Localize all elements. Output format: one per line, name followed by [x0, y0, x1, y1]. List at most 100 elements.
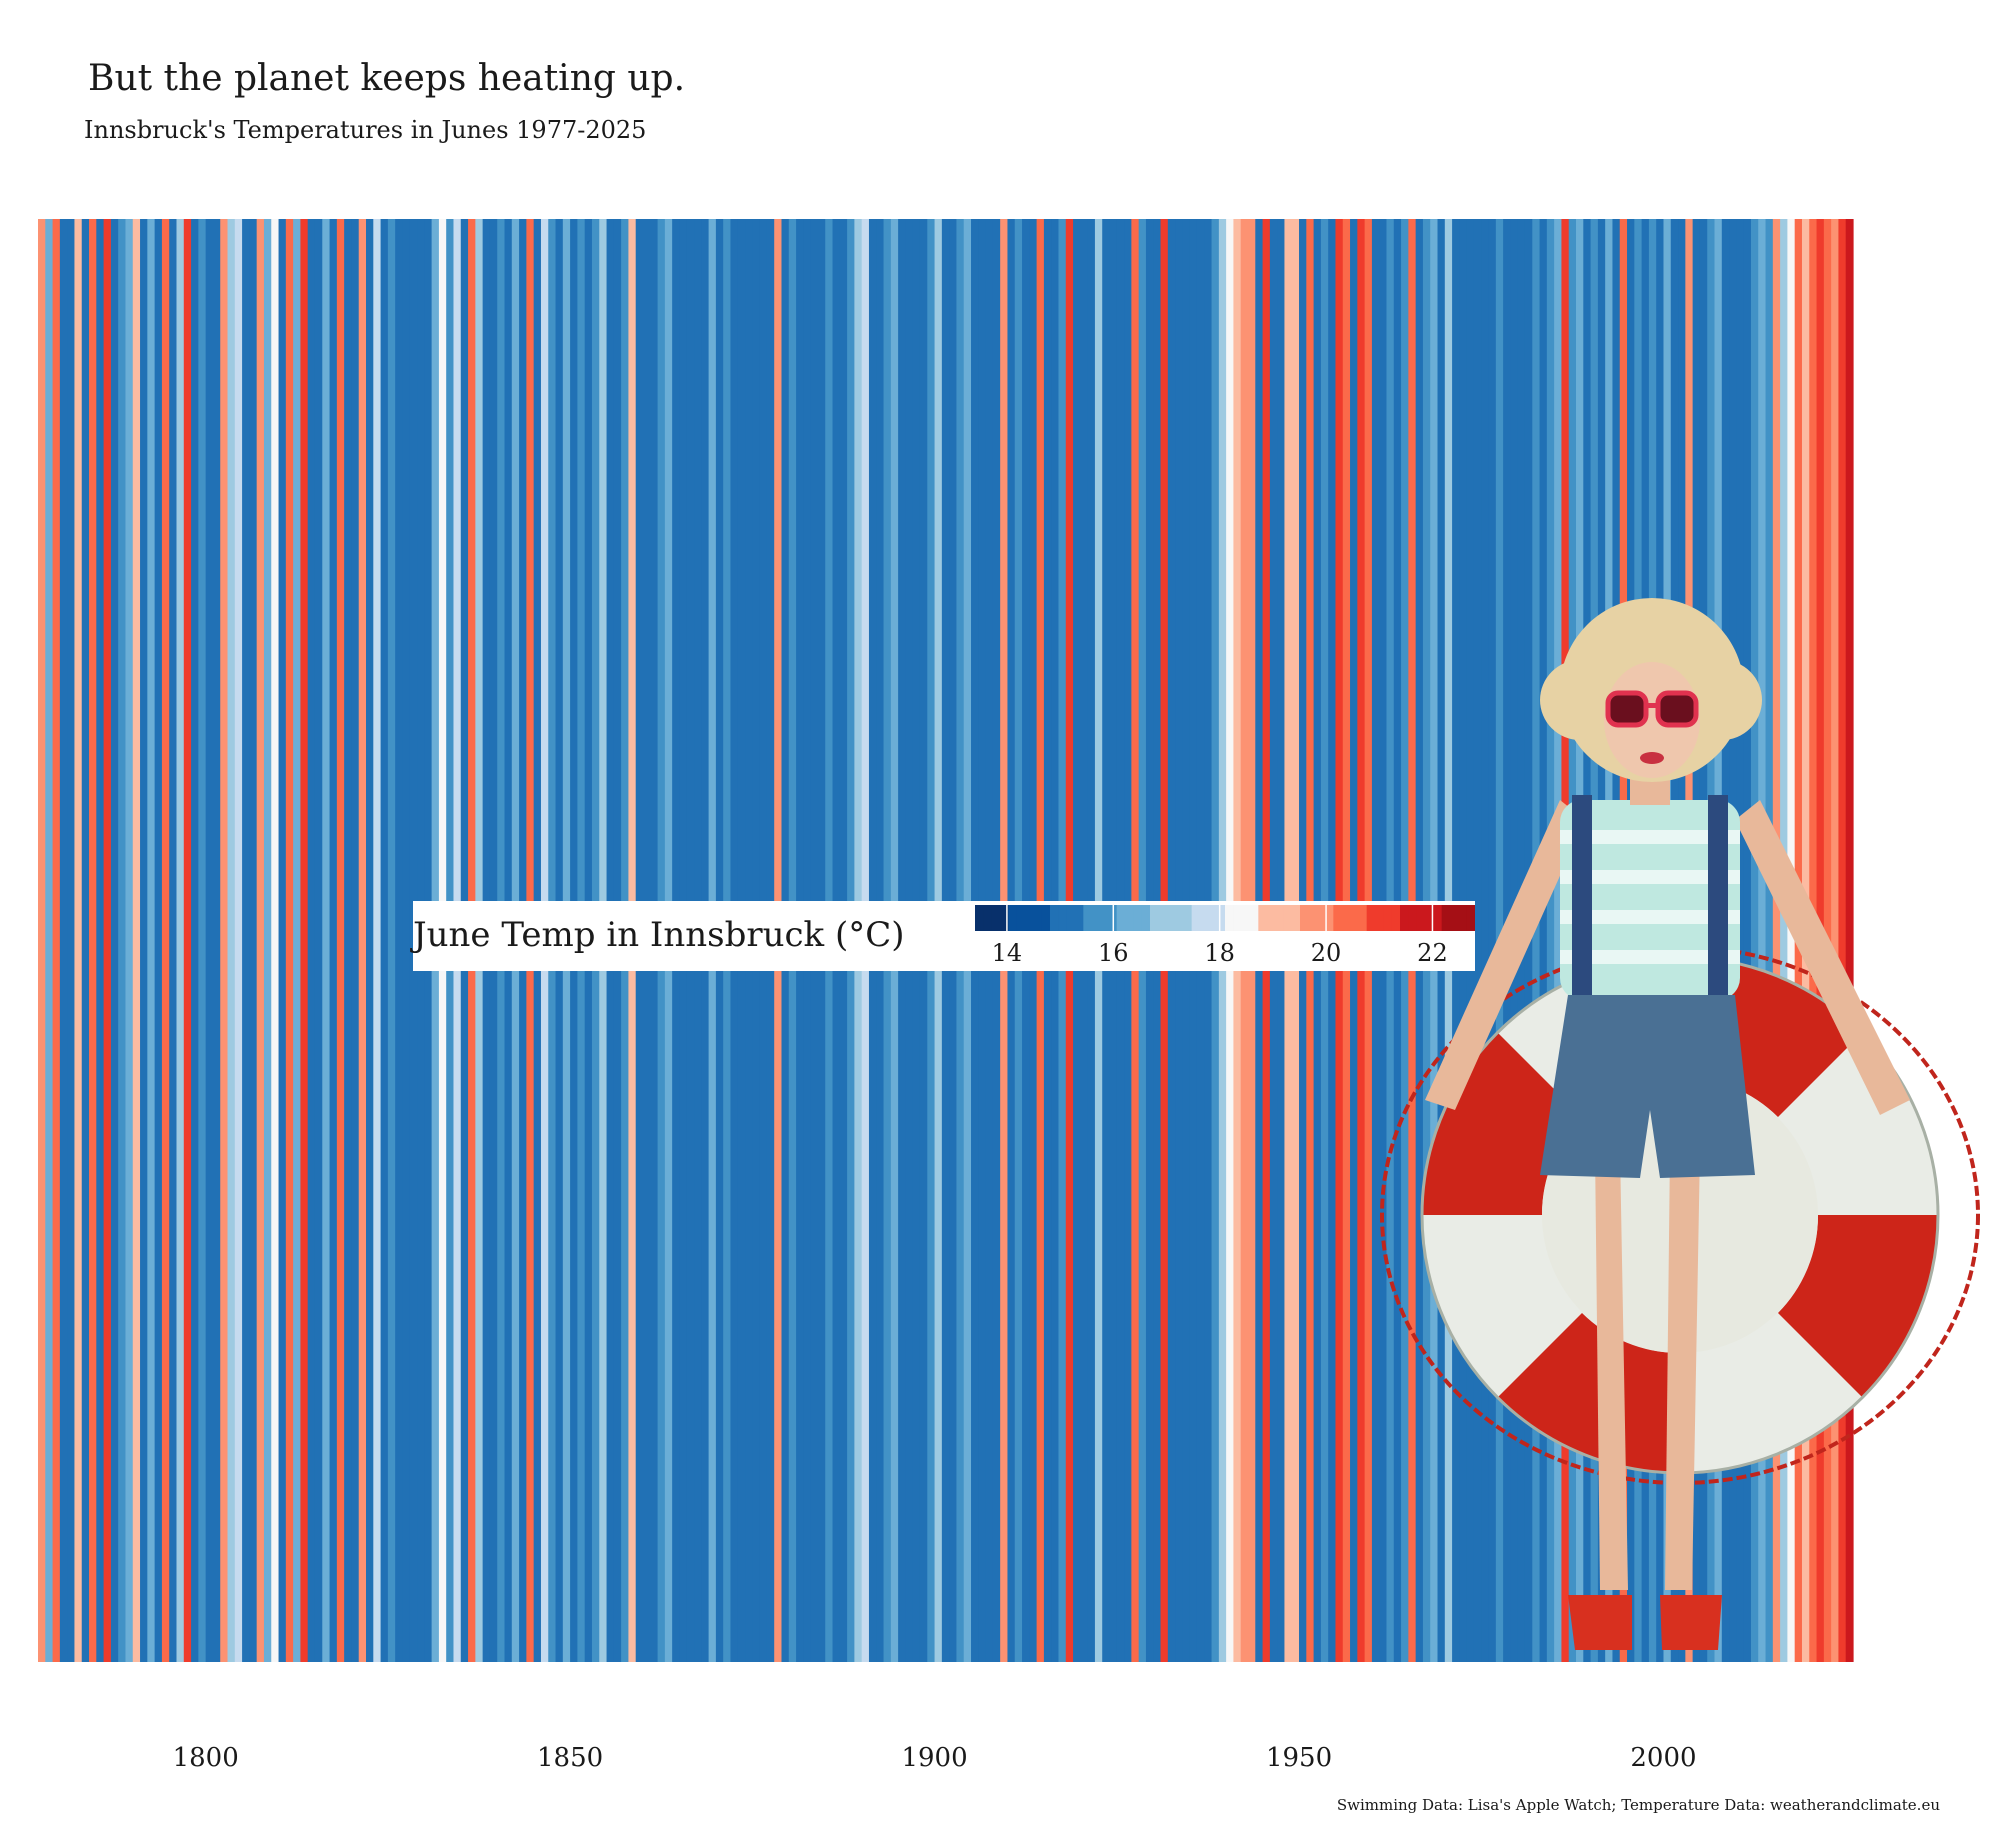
legend-swatch: [1408, 905, 1418, 931]
stripe-1821: [358, 219, 367, 1662]
stripe-1820: [351, 219, 360, 1662]
data-credit: Swimming Data: Lisa's Apple Watch; Tempe…: [1336, 1796, 1940, 1814]
legend-swatch: [1458, 905, 1468, 931]
stripe-1813: [300, 219, 309, 1662]
legend-swatch: [983, 905, 993, 931]
legend-title: June Temp in Innsbruck (°C): [413, 915, 905, 955]
stripe-1783: [81, 219, 90, 1662]
stripe-2015: [1772, 219, 1781, 1662]
stripe-1788: [118, 219, 127, 1662]
legend-tick-label: 22: [1417, 939, 1448, 967]
x-tick-label: 1950: [1266, 1743, 1332, 1773]
stripe-1985: [1554, 219, 1563, 1662]
stripe-2010: [1736, 219, 1745, 1662]
stripe-1785: [96, 219, 105, 1662]
legend-swatch: [1258, 905, 1268, 931]
legend-swatch: [1066, 905, 1076, 931]
legend-swatch: [1200, 905, 1209, 931]
stripe-1812: [293, 219, 302, 1662]
stripe-1781: [67, 219, 76, 1662]
legend-swatch: [1233, 905, 1243, 931]
stripe-1807: [256, 219, 265, 1662]
stripe-1816: [322, 219, 331, 1662]
stripe-1826: [395, 219, 404, 1662]
stripe-1984: [1546, 219, 1555, 1662]
stripe-2024: [1838, 219, 1847, 1662]
legend-swatch: [1058, 905, 1068, 931]
legend-swatch: [1250, 905, 1259, 931]
legend-swatch: [1308, 905, 1318, 931]
x-tick-label: 1900: [901, 1743, 967, 1773]
legend-swatch: [1341, 905, 1351, 931]
legend-swatch: [1216, 905, 1226, 931]
legend-swatch: [1425, 905, 1434, 931]
legend-swatch: [1333, 905, 1343, 931]
legend-swatch: [1416, 905, 1426, 931]
sunglasses-icon: [1605, 690, 1699, 728]
stripe-1824: [380, 219, 389, 1662]
legend-swatch: [991, 905, 1001, 931]
stripe-1784: [89, 219, 97, 1662]
stripe-1789: [125, 219, 134, 1662]
legend-swatch: [1433, 905, 1443, 931]
legend-swatch: [1008, 905, 1018, 931]
legend-swatch: [1383, 905, 1393, 931]
legend-swatch: [1358, 905, 1368, 931]
legend-swatch: [1183, 905, 1193, 931]
stripe-2013: [1758, 219, 1767, 1662]
stripe-2025: [1845, 219, 1854, 1662]
stripe-2011: [1743, 219, 1752, 1662]
legend-swatch: [1225, 905, 1234, 931]
stripe-1801: [212, 219, 221, 1662]
legend-swatch: [1116, 905, 1126, 931]
color-legend: June Temp in Innsbruck (°C) 14 16 18 20 22: [413, 901, 1475, 971]
stripe-2016: [1780, 219, 1788, 1662]
legend-swatch: [1016, 905, 1026, 931]
legend-tick-label: 14: [992, 939, 1023, 967]
stripe-1815: [314, 219, 323, 1662]
stripe-1794: [161, 219, 170, 1662]
legend-swatch: [1391, 905, 1401, 931]
legend-swatch: [1091, 905, 1101, 931]
stripe-1777: [38, 219, 46, 1662]
stripe-1805: [242, 219, 250, 1662]
legend-swatch: [1283, 905, 1293, 931]
stripe-2014: [1765, 219, 1774, 1662]
stripe-1795: [169, 219, 178, 1662]
legend-swatch: [975, 905, 984, 931]
stripe-1823: [373, 219, 382, 1662]
stripe-1819: [344, 219, 353, 1662]
stripe-1779: [52, 219, 61, 1662]
stripe-1800: [205, 219, 214, 1662]
stripe-2017: [1787, 219, 1796, 1662]
stripe-2012: [1750, 219, 1759, 1662]
stripe-1780: [59, 219, 68, 1662]
stripe-2023: [1831, 219, 1840, 1662]
stripe-1778: [45, 219, 54, 1662]
legend-tick-label: 20: [1311, 939, 1342, 967]
legend-swatch: [1450, 905, 1459, 931]
stripe-1796: [176, 219, 185, 1662]
legend-swatch: [1166, 905, 1176, 931]
stripe-1804: [234, 219, 243, 1662]
legend-swatch: [1208, 905, 1218, 931]
legend-swatch: [1275, 905, 1284, 931]
legend-swatch: [1291, 905, 1301, 931]
legend-colorbar: 14 16 18 20 22: [975, 905, 1475, 967]
stripe-1790: [132, 219, 141, 1662]
legend-swatch: [1125, 905, 1134, 931]
stripe-1811: [285, 219, 294, 1662]
stripe-1809: [271, 219, 280, 1662]
stripe-1975: [1481, 219, 1490, 1662]
legend-swatch: [1266, 905, 1276, 931]
legend-tick-label: 16: [1098, 939, 1129, 967]
legend-swatch: [1083, 905, 1093, 931]
x-tick-label: 2000: [1630, 1743, 1696, 1773]
stripe-1803: [227, 219, 236, 1662]
legend-swatch: [1158, 905, 1168, 931]
legend-swatch: [1133, 905, 1143, 931]
stripe-1982: [1532, 219, 1541, 1662]
stripe-1802: [220, 219, 229, 1662]
legend-swatch: [1350, 905, 1359, 931]
